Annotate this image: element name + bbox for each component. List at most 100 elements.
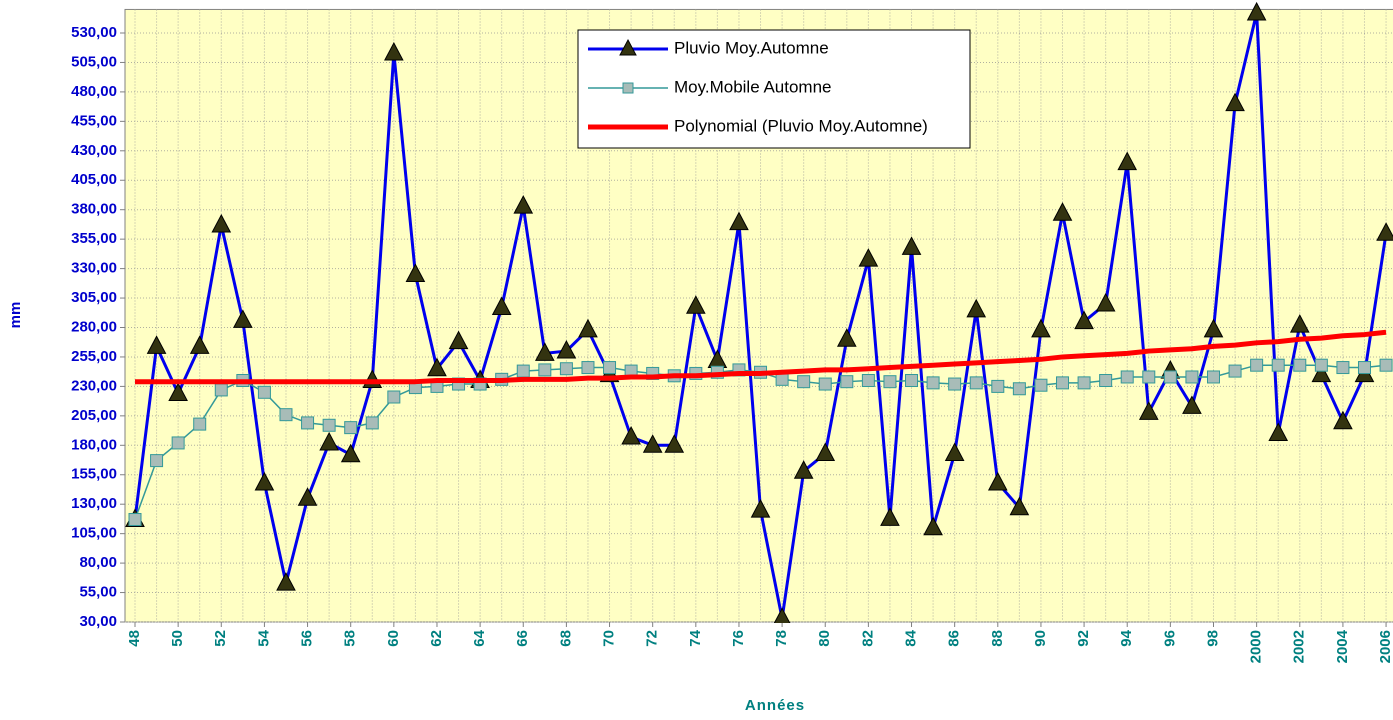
marker [516,364,530,378]
y-tick-label: 180,00 [71,436,117,453]
marker [214,383,228,397]
marker [168,382,188,401]
marker [1185,370,1199,384]
marker [905,374,919,388]
legend-label: Moy.Mobile Automne [674,77,831,96]
marker [1314,358,1328,372]
marker [1357,361,1371,375]
y-tick-label: 355,00 [71,230,117,247]
marker [603,361,617,375]
marker [1203,318,1224,338]
marker [729,211,749,231]
x-tick-label: 84 [902,629,919,646]
marker [340,443,361,463]
marker [858,248,879,267]
y-tick-label: 455,00 [71,112,117,129]
x-tick-label: 72 [644,630,661,647]
x-tick-label: 98 [1204,630,1221,647]
marker [1268,422,1289,442]
marker [1182,395,1202,414]
marker [1333,410,1353,430]
marker [193,417,207,431]
marker [901,236,922,255]
y-tick-label: 505,00 [71,53,117,70]
marker [276,572,296,591]
series-line [135,329,1387,385]
y-tick-label: 530,00 [71,24,117,41]
marker [387,390,401,404]
marker [534,342,555,361]
marker [1031,318,1051,338]
marker [279,408,293,422]
y-tick-label: 130,00 [71,495,117,512]
x-tick-label: 96 [1161,630,1178,647]
marker [1056,376,1070,390]
marker [365,416,379,430]
marker [861,374,875,388]
marker [818,377,832,391]
marker [1117,151,1138,171]
x-tick-label: 58 [342,630,359,647]
x-tick-label: 76 [730,630,747,647]
marker [773,607,791,623]
marker [559,362,573,376]
marker [1074,310,1094,330]
marker [966,298,987,318]
marker [171,436,185,450]
marker [948,377,962,391]
legend-marker [619,38,637,56]
marker [538,363,552,377]
y-tick-label: 30,00 [79,613,117,630]
marker [146,335,167,354]
x-tick-label: 68 [557,630,574,647]
x-tick-label: 86 [946,630,963,647]
marker [344,421,358,435]
marker [1250,358,1264,372]
legend-label: Pluvio Moy.Automne [674,38,829,57]
marker [128,513,142,527]
y-tick-label: 305,00 [71,289,117,306]
marker [1336,361,1350,375]
marker [189,335,210,354]
marker [1077,376,1091,390]
marker [556,339,577,359]
marker [581,361,595,375]
marker [621,425,641,445]
marker [836,328,857,347]
marker [1311,363,1332,383]
y-tick-label: 480,00 [71,83,117,100]
y-tick-label: 205,00 [71,407,117,424]
x-tick-label: 64 [471,629,488,646]
marker [750,499,771,518]
marker [427,357,447,377]
x-tick-label: 66 [514,630,531,647]
marker [1142,370,1156,384]
y-tick-label: 430,00 [71,142,117,159]
marker [405,263,426,282]
marker [685,295,706,314]
x-tick-label: 70 [601,630,618,647]
marker [322,418,336,432]
marker [664,434,685,453]
marker [1379,358,1393,372]
x-tick-label: 78 [773,630,790,647]
marker [1289,314,1310,333]
marker [883,375,897,389]
marker [1012,382,1026,396]
x-tick-label: 74 [687,629,704,646]
marker [944,442,965,462]
marker [1120,370,1134,384]
marker [150,454,164,468]
marker [1225,92,1245,112]
marker [1034,378,1048,392]
marker [211,213,232,233]
marker [969,376,983,390]
x-tick-label: 52 [212,630,229,647]
marker [1207,370,1220,384]
marker [923,516,943,536]
marker [513,195,534,214]
marker [642,434,663,453]
marker [987,471,1008,491]
marker [840,375,854,389]
